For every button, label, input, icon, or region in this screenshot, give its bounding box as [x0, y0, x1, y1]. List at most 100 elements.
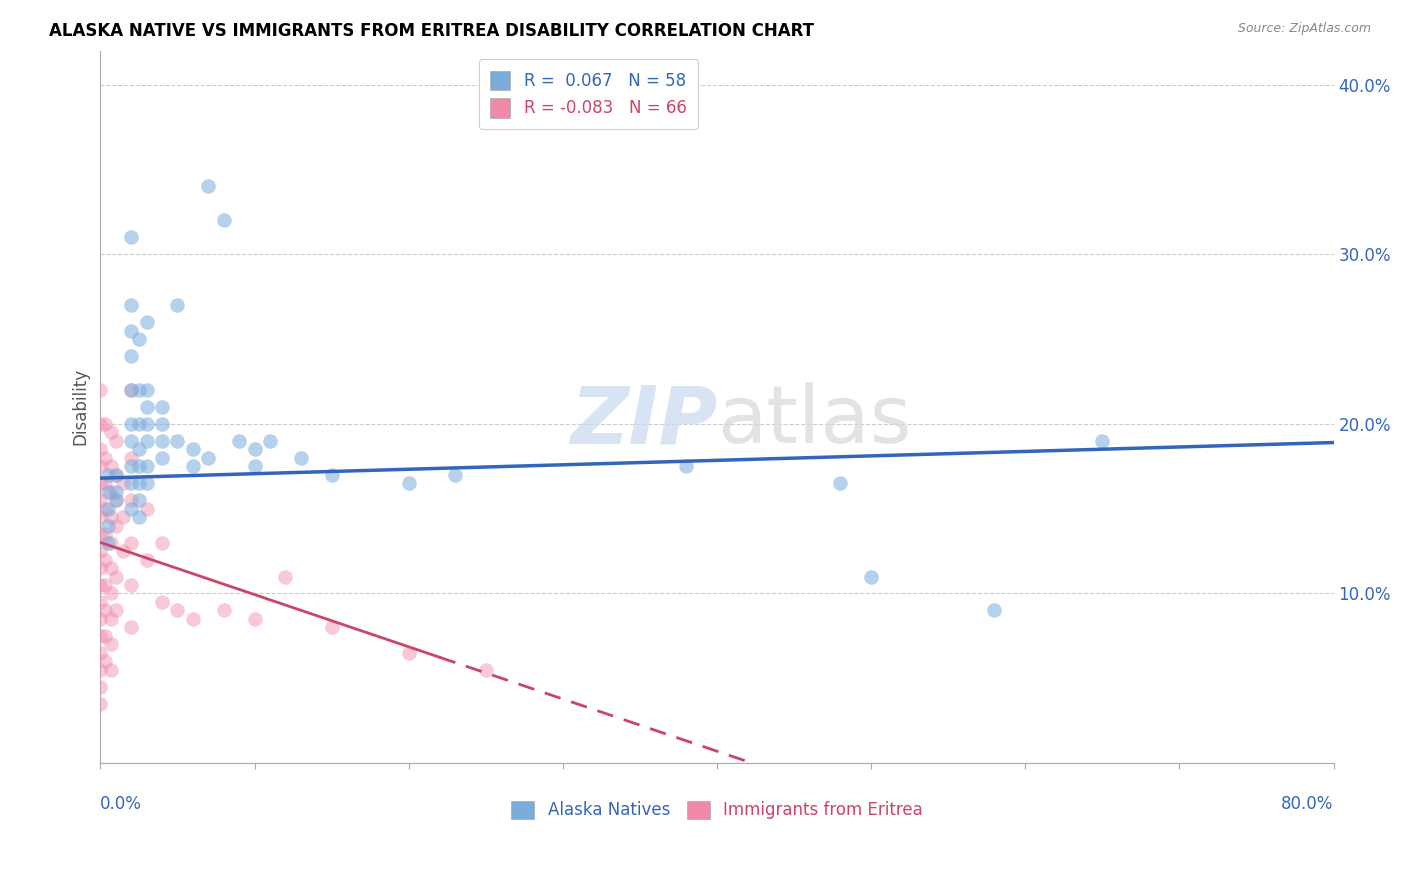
Point: [104, 467, 127, 482]
Point: [243, 612, 266, 626]
Point: [89, 646, 111, 660]
Point: [860, 569, 883, 583]
Point: [104, 434, 127, 448]
Point: [94, 417, 117, 431]
Point: [104, 518, 127, 533]
Text: Source: ZipAtlas.com: Source: ZipAtlas.com: [1237, 22, 1371, 36]
Point: [89, 697, 111, 711]
Point: [100, 637, 122, 651]
Point: [100, 459, 122, 474]
Y-axis label: Disability: Disability: [72, 368, 89, 445]
Point: [128, 383, 150, 397]
Point: [120, 459, 142, 474]
Point: [830, 476, 852, 491]
Point: [120, 298, 142, 312]
Point: [1091, 434, 1114, 448]
Point: [120, 230, 142, 244]
Point: [94, 450, 117, 465]
Point: [100, 663, 122, 677]
Point: [181, 612, 204, 626]
Point: [150, 400, 173, 414]
Point: [398, 476, 420, 491]
Point: [112, 510, 135, 524]
Point: [150, 595, 173, 609]
Point: [100, 484, 122, 499]
Point: [274, 569, 297, 583]
Point: [97, 501, 120, 516]
Point: [89, 510, 111, 524]
Text: atlas: atlas: [717, 382, 911, 460]
Point: [128, 476, 150, 491]
Point: [94, 527, 117, 541]
Point: [89, 383, 111, 397]
Point: [135, 552, 157, 566]
Point: [104, 467, 127, 482]
Point: [120, 535, 142, 549]
Point: [135, 417, 157, 431]
Point: [104, 484, 127, 499]
Point: [89, 629, 111, 643]
Point: [135, 434, 157, 448]
Point: [474, 663, 496, 677]
Point: [104, 493, 127, 508]
Point: [89, 561, 111, 575]
Point: [243, 459, 266, 474]
Point: [89, 527, 111, 541]
Point: [94, 654, 117, 668]
Point: [212, 213, 235, 227]
Point: [112, 544, 135, 558]
Point: [983, 603, 1005, 617]
Point: [181, 459, 204, 474]
Text: 80.0%: 80.0%: [1281, 795, 1334, 814]
Point: [150, 417, 173, 431]
Point: [89, 476, 111, 491]
Point: [128, 510, 150, 524]
Point: [104, 493, 127, 508]
Legend: Alaska Natives, Immigrants from Eritrea: Alaska Natives, Immigrants from Eritrea: [505, 794, 929, 826]
Point: [166, 298, 188, 312]
Point: [100, 586, 122, 600]
Point: [321, 467, 343, 482]
Point: [89, 578, 111, 592]
Text: 0.0%: 0.0%: [100, 795, 142, 814]
Point: [150, 450, 173, 465]
Point: [94, 552, 117, 566]
Point: [197, 450, 219, 465]
Point: [166, 434, 188, 448]
Point: [104, 603, 127, 617]
Point: [120, 450, 142, 465]
Point: [197, 179, 219, 194]
Point: [89, 595, 111, 609]
Point: [181, 442, 204, 457]
Point: [120, 501, 142, 516]
Point: [128, 442, 150, 457]
Point: [94, 501, 117, 516]
Point: [100, 612, 122, 626]
Point: [100, 561, 122, 575]
Point: [150, 535, 173, 549]
Point: [89, 680, 111, 694]
Point: [120, 493, 142, 508]
Point: [150, 434, 173, 448]
Point: [120, 620, 142, 634]
Point: [94, 476, 117, 491]
Point: [104, 569, 127, 583]
Point: [128, 417, 150, 431]
Point: [135, 476, 157, 491]
Point: [259, 434, 281, 448]
Point: [97, 484, 120, 499]
Point: [100, 425, 122, 440]
Point: [89, 459, 111, 474]
Point: [135, 315, 157, 329]
Point: [112, 476, 135, 491]
Point: [212, 603, 235, 617]
Point: [94, 578, 117, 592]
Point: [97, 518, 120, 533]
Point: [135, 383, 157, 397]
Point: [398, 646, 420, 660]
Point: [89, 417, 111, 431]
Point: [128, 493, 150, 508]
Point: [166, 603, 188, 617]
Point: [97, 535, 120, 549]
Point: [228, 434, 250, 448]
